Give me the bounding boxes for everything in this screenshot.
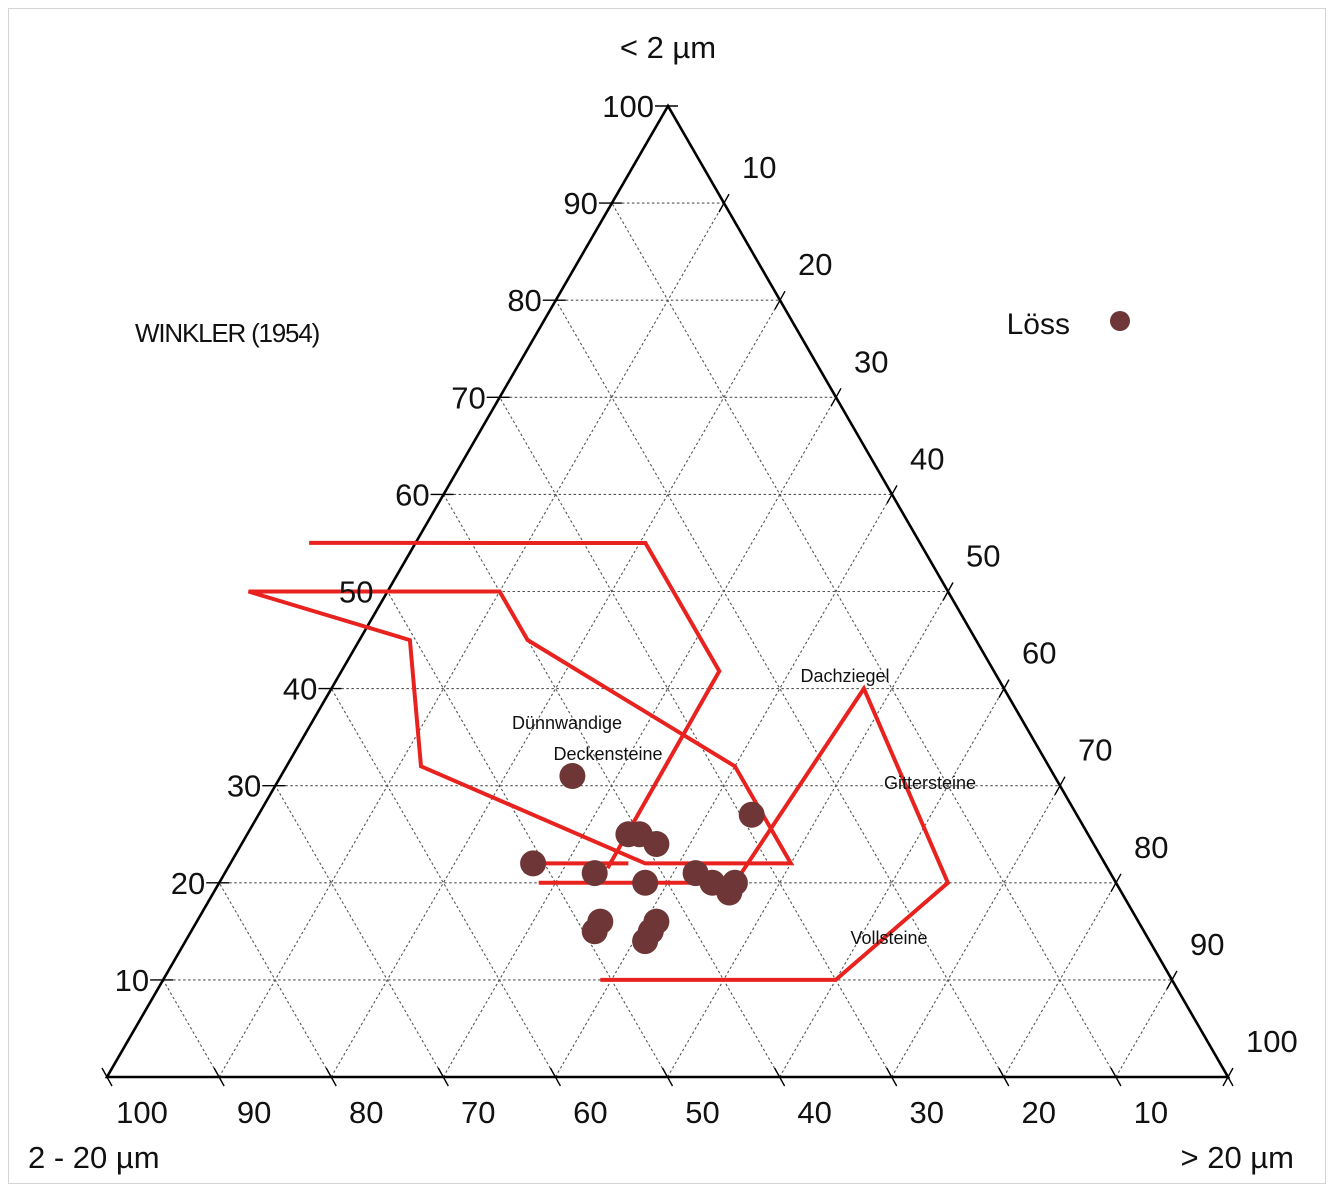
left-tick-label-60: 60	[395, 477, 429, 512]
tick-right-90	[1166, 970, 1178, 990]
bottom-tick-label-10: 10	[1134, 1095, 1168, 1130]
left-tick-label-30: 30	[227, 769, 261, 804]
right-tick-label-80: 80	[1134, 830, 1168, 865]
tick-bottom-80	[325, 1067, 337, 1087]
data-point-1	[559, 763, 586, 789]
data-point-7	[581, 860, 608, 887]
left-tick-label-70: 70	[451, 380, 485, 415]
left-tick-label-20: 20	[171, 866, 205, 901]
data-points	[520, 763, 765, 955]
bottom-tick-label-40: 40	[797, 1095, 831, 1130]
left-tick-label-100: 100	[602, 89, 654, 124]
data-point-17	[632, 928, 659, 955]
data-point-2	[738, 801, 765, 828]
legend-marker	[1110, 311, 1130, 331]
tick-bottom-50	[661, 1067, 674, 1087]
right-tick-label-100: 100	[1246, 1024, 1298, 1059]
bottom-tick-label-20: 20	[1022, 1095, 1056, 1130]
axis-tick-labels: 10 20 30 40 50 60 70 80 90 100 10 20 30 40 50 60 70 80 90 1…	[115, 89, 1298, 1130]
grid-line-sand-90	[1115, 979, 1173, 1078]
data-point-12	[716, 879, 743, 906]
tick-bottom-100	[101, 1067, 113, 1087]
grid-line-silt-10	[611, 202, 1117, 1078]
left-tick-label-40: 40	[283, 672, 317, 707]
grid-line-sand-30	[442, 397, 837, 1078]
region-label-deckensteine: Deckensteine	[553, 744, 662, 764]
right-tick-label-60: 60	[1022, 636, 1056, 671]
right-tick-label-50: 50	[966, 539, 1000, 574]
tick-bottom-70	[437, 1067, 449, 1087]
grid-line-silt-80	[218, 882, 332, 1078]
tick-bottom-20	[998, 1067, 1010, 1087]
tick-bottom-30	[886, 1067, 898, 1087]
bottom-tick-label-50: 50	[685, 1095, 719, 1130]
chart-frame	[8, 8, 1326, 1184]
tick-right-80	[1110, 873, 1122, 893]
grid-line-sand-80	[1003, 882, 1117, 1078]
tick-bottom-0	[1222, 1067, 1234, 1087]
left-tick-label-90: 90	[563, 186, 597, 221]
right-tick-label-10: 10	[742, 150, 776, 185]
tick-right-20	[774, 290, 786, 310]
grid-line-sand-10	[218, 202, 725, 1078]
region-duennwandige-deckensteine	[247, 589, 795, 866]
bottom-tick-label-90: 90	[237, 1095, 271, 1130]
region-label-gittersteine: Gittersteine	[884, 773, 976, 793]
region-dachziegel	[309, 540, 722, 870]
grid-line-silt-30	[499, 397, 893, 1078]
tick-bottom-40	[773, 1067, 786, 1087]
grid-line-silt-90	[162, 979, 220, 1078]
source-note: WINKLER (1954)	[135, 318, 320, 348]
tick-bottom-10	[1110, 1067, 1122, 1087]
bottom-tick-label-70: 70	[461, 1095, 495, 1130]
corner-label-top: < 2 µm	[620, 30, 716, 65]
bottom-tick-label-100: 100	[116, 1095, 168, 1130]
region-label-vollsteine: Vollsteine	[850, 928, 927, 948]
data-point-5	[643, 831, 670, 857]
legend-label: Löss	[1007, 308, 1070, 341]
corner-label-right: > 20 µm	[1181, 1140, 1295, 1175]
tick-right-60	[998, 679, 1010, 698]
right-tick-label-30: 30	[854, 344, 888, 379]
tick-bottom-90	[213, 1067, 225, 1087]
bottom-tick-label-80: 80	[349, 1095, 383, 1130]
right-tick-label-40: 40	[910, 441, 944, 476]
region-label-dachziegel: Dachziegel	[800, 666, 889, 686]
grid-line-sand-70	[891, 785, 1061, 1078]
data-point-8	[632, 869, 659, 896]
tick-marks	[101, 105, 1234, 1087]
tick-right-50	[942, 582, 954, 601]
tick-bottom-60	[549, 1067, 562, 1087]
bottom-tick-label-30: 30	[909, 1095, 943, 1130]
left-tick-label-50: 50	[339, 575, 373, 610]
tick-right-30	[830, 387, 842, 407]
tick-right-10	[718, 193, 730, 213]
bottom-tick-label-60: 60	[573, 1095, 607, 1130]
tick-right-70	[1054, 776, 1066, 796]
corner-label-left: 2 - 20 µm	[28, 1140, 160, 1175]
left-tick-label-10: 10	[115, 963, 149, 998]
data-point-14	[581, 918, 608, 945]
region-label-duennwandige: Dünnwandige	[512, 713, 622, 733]
right-tick-label-20: 20	[798, 247, 832, 282]
right-tick-label-90: 90	[1190, 927, 1224, 962]
left-tick-label-80: 80	[507, 283, 541, 318]
grid-line-silt-50	[387, 591, 668, 1078]
right-tick-label-70: 70	[1078, 733, 1112, 768]
tick-right-40	[886, 485, 898, 504]
legend: Löss	[1007, 308, 1130, 341]
grid-line-silt-70	[274, 785, 444, 1078]
grid-line-sand-50	[667, 591, 949, 1078]
grid-line-silt-20	[555, 299, 1005, 1078]
data-point-6	[520, 850, 547, 877]
